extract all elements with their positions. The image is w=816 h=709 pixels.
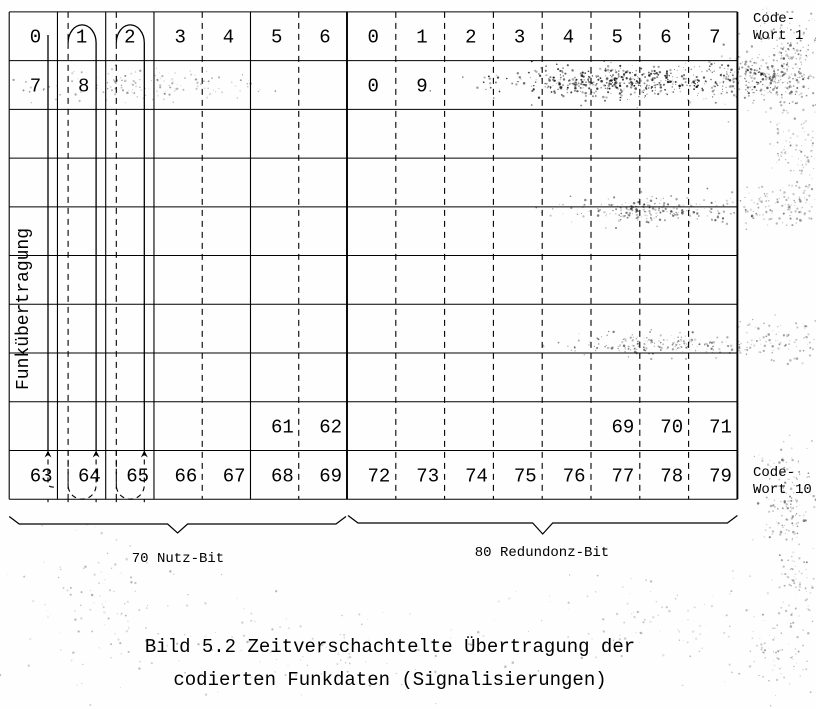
svg-text:8: 8	[78, 76, 89, 98]
svg-text:Code-: Code-	[753, 465, 795, 481]
svg-text:61: 61	[271, 417, 294, 439]
svg-text:79: 79	[709, 465, 732, 487]
svg-text:2: 2	[465, 27, 476, 49]
svg-text:2: 2	[124, 27, 135, 49]
svg-text:75: 75	[514, 465, 537, 487]
svg-text:3: 3	[175, 27, 186, 49]
svg-text:62: 62	[319, 417, 342, 439]
svg-text:Wort 1: Wort 1	[753, 28, 803, 44]
svg-text:65: 65	[126, 465, 149, 487]
svg-text:codierten Funkdaten (Signalisi: codierten Funkdaten (Signalisierungen)	[173, 669, 606, 691]
svg-text:4: 4	[223, 27, 234, 49]
svg-text:68: 68	[271, 465, 294, 487]
svg-text:73: 73	[416, 465, 439, 487]
svg-text:1: 1	[416, 27, 427, 49]
svg-text:6: 6	[319, 27, 330, 49]
svg-text:6: 6	[660, 27, 671, 49]
svg-text:7: 7	[30, 76, 41, 98]
svg-text:9: 9	[416, 76, 427, 98]
svg-text:77: 77	[612, 465, 635, 487]
svg-text:0: 0	[368, 27, 379, 49]
svg-text:78: 78	[660, 465, 683, 487]
svg-text:63: 63	[30, 465, 53, 487]
svg-text:0: 0	[368, 76, 379, 98]
svg-text:69: 69	[612, 417, 635, 439]
svg-text:70 Nutz-Bit: 70 Nutz-Bit	[132, 551, 224, 567]
svg-text:Funkübertragung: Funkübertragung	[14, 228, 34, 390]
svg-text:7: 7	[709, 27, 720, 49]
svg-text:Wort 10: Wort 10	[753, 482, 812, 498]
svg-text:4: 4	[563, 27, 574, 49]
svg-text:69: 69	[319, 465, 342, 487]
svg-text:70: 70	[660, 417, 683, 439]
svg-text:66: 66	[175, 465, 198, 487]
svg-text:64: 64	[78, 465, 101, 487]
svg-text:5: 5	[612, 27, 623, 49]
svg-text:67: 67	[223, 465, 246, 487]
svg-text:80 Redundonz-Bit: 80 Redundonz-Bit	[475, 545, 609, 561]
svg-text:71: 71	[709, 417, 732, 439]
svg-text:Code-: Code-	[753, 11, 795, 27]
svg-text:Bild 5.2 Zeitverschachtelte: Bild 5.2 Zeitverschachtelte Übertragung …	[145, 636, 635, 658]
svg-text:3: 3	[514, 27, 525, 49]
svg-text:5: 5	[271, 27, 282, 49]
svg-text:0: 0	[30, 27, 41, 49]
svg-text:72: 72	[368, 465, 391, 487]
svg-text:76: 76	[563, 465, 586, 487]
svg-text:1: 1	[76, 27, 87, 49]
svg-text:74: 74	[465, 465, 488, 487]
